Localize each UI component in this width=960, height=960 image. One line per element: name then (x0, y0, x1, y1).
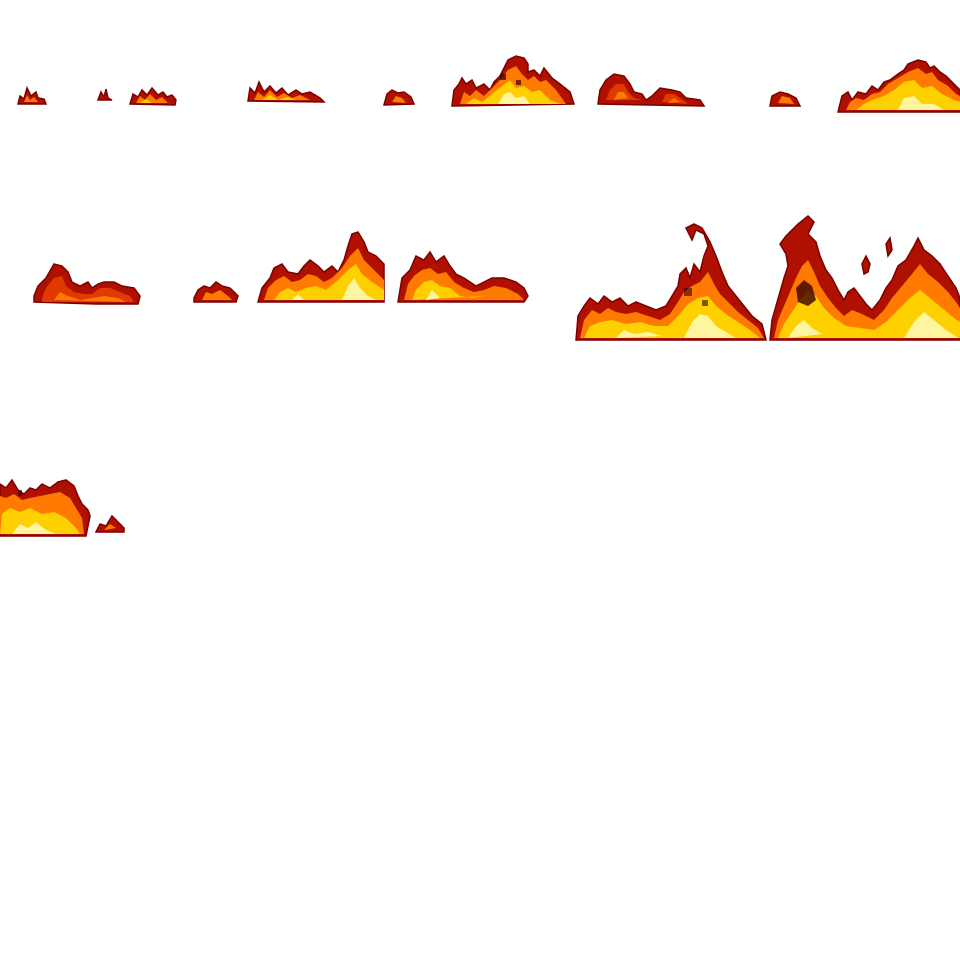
fire-sprite-icon (769, 59, 960, 113)
fire-frame-10 (768, 214, 960, 341)
fire-sprite-icon (247, 80, 326, 103)
fire-sprite-icon (769, 214, 960, 341)
fire-sprite-icon (17, 85, 177, 106)
fire-frame-8 (384, 216, 576, 336)
fire-sprite-icon (192, 432, 384, 552)
fire-sprite-icon (397, 250, 529, 303)
fire-sprite-icon (193, 231, 385, 303)
fire-frame-12 (192, 432, 384, 552)
fire-sprite-icon (575, 223, 767, 341)
fire-frame-6 (0, 216, 192, 336)
fire-sprite-icon (597, 73, 706, 107)
fire-frame-5 (768, 0, 960, 120)
fire-sprite-icon (0, 478, 125, 537)
fire-frame-9 (575, 216, 768, 341)
fire-frame-1 (0, 0, 192, 120)
fire-frame-3 (383, 0, 576, 120)
fire-frame-11 (0, 432, 192, 552)
fire-frame-2 (240, 0, 432, 120)
fire-sprite-icon (33, 263, 141, 305)
fire-frame-4 (576, 0, 768, 120)
fire-frame-7 (192, 216, 385, 336)
fire-sprite-icon (383, 55, 576, 107)
